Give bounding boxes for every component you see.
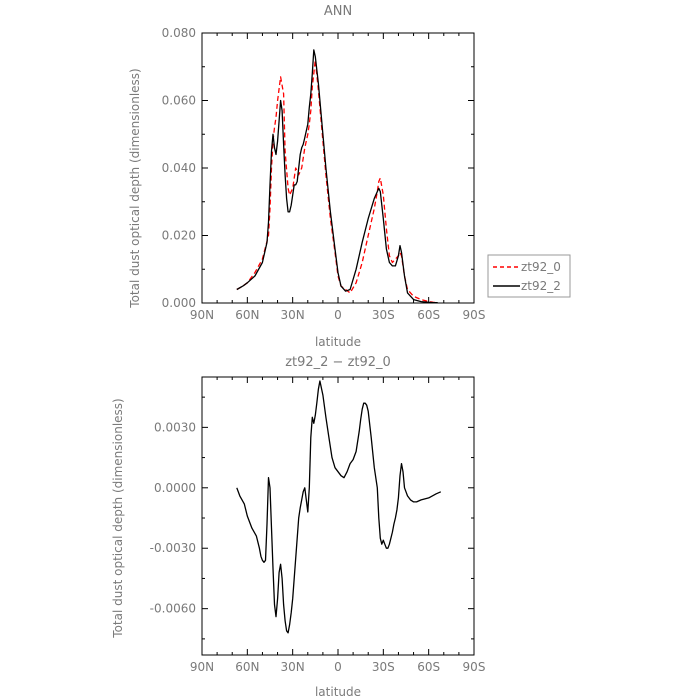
top-x-tick-label: 90N bbox=[190, 308, 214, 322]
bottom-plot-frame bbox=[201, 376, 475, 656]
top-series-line-zt92_2 bbox=[236, 49, 438, 304]
top-plot-frame bbox=[201, 32, 475, 304]
bottom-x-tick-label: 90S bbox=[463, 660, 486, 674]
top-x-tick-label: 60S bbox=[417, 308, 440, 322]
top-x-tick-label: 90S bbox=[463, 308, 486, 322]
top-x-tick-label: 60N bbox=[235, 308, 259, 322]
bottom-series-line-0 bbox=[236, 380, 442, 634]
bottom-x-tick-label: 60S bbox=[417, 660, 440, 674]
bottom-chart-title: zt92_2 − zt92_0 bbox=[285, 355, 391, 370]
top-chart-title: ANN bbox=[324, 4, 352, 19]
bottom-y-tick-label: 0.0030 bbox=[154, 420, 196, 434]
bottom-y-tick-label: 0.0000 bbox=[154, 481, 196, 495]
legend: zt92_0 zt92_2 bbox=[487, 254, 571, 298]
legend-box bbox=[487, 254, 571, 298]
bottom-y-tick-label: -0.0030 bbox=[150, 541, 196, 555]
top-y-tick-label: 0.000 bbox=[162, 296, 196, 310]
top-x-axis-label: latitude bbox=[315, 335, 361, 349]
bottom-x-axis-label: latitude bbox=[315, 685, 361, 699]
panel-top: ANN 90N 60N 30N 0 30S 60S 90S 0.000 0.020 0.040 0.… bbox=[128, 4, 571, 349]
panel-bottom: zt92_2 − zt92_0 90N 60N 30N 0 30S 60S 90S -0.00… bbox=[111, 355, 485, 699]
bottom-plot-area: 90N 60N 30N 0 30S 60S 90S -0.0060 -0.0030 0.0000 0… bbox=[150, 376, 486, 674]
bottom-x-tick-label: 30N bbox=[281, 660, 305, 674]
top-y-tick-label: 0.040 bbox=[162, 161, 196, 175]
bottom-y-tick-label: -0.0060 bbox=[150, 602, 196, 616]
top-y-tick-label: 0.020 bbox=[162, 229, 196, 243]
top-x-tick-label: 0 bbox=[334, 308, 342, 322]
top-y-tick-label: 0.080 bbox=[162, 26, 196, 40]
bottom-x-tick-label: 0 bbox=[334, 660, 342, 674]
top-y-tick-label: 0.060 bbox=[162, 94, 196, 108]
top-plot-area: 90N 60N 30N 0 30S 60S 90S 0.000 0.020 0.040 0.060 0… bbox=[162, 26, 486, 322]
bottom-x-tick-label: 30S bbox=[372, 660, 395, 674]
bottom-y-axis-label: Total dust optical depth (dimensionless) bbox=[111, 398, 125, 638]
top-x-tick-label: 30N bbox=[281, 308, 305, 322]
top-x-tick-label: 30S bbox=[372, 308, 395, 322]
bottom-x-tick-label: 60N bbox=[235, 660, 259, 674]
bottom-x-tick-label: 90N bbox=[190, 660, 214, 674]
legend-label-zt92_2: zt92_2 bbox=[521, 279, 561, 293]
legend-label-zt92_0: zt92_0 bbox=[521, 260, 561, 274]
top-y-axis-label: Total dust optical depth (dimensionless) bbox=[128, 68, 142, 308]
